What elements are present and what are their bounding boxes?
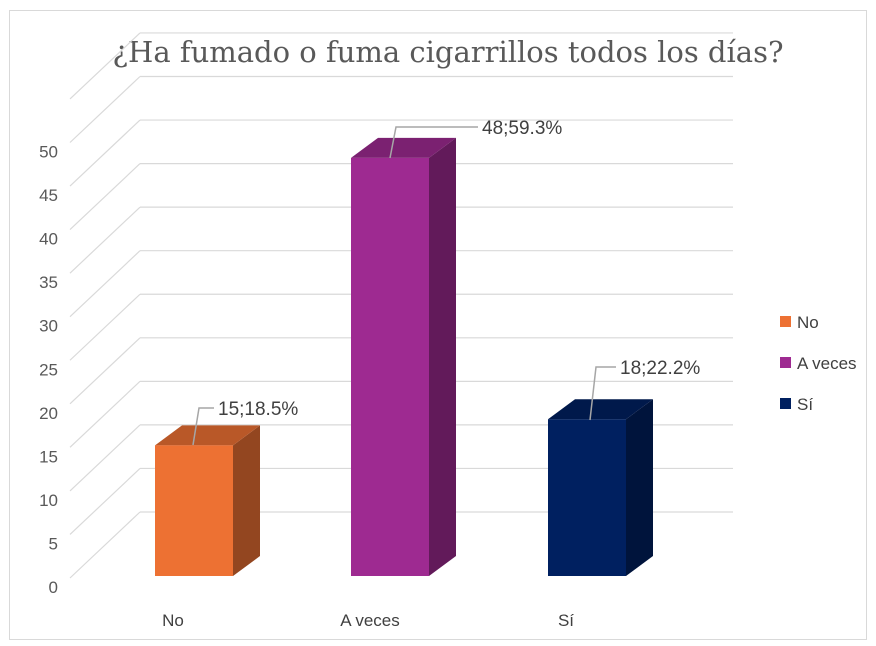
y-tick-label: 25 <box>39 360 58 379</box>
legend-swatch <box>780 357 791 368</box>
y-tick-label: 20 <box>39 404 58 423</box>
gridline-diagonal <box>69 337 141 405</box>
data-label: 18;22.2% <box>620 358 700 379</box>
gridline-diagonal <box>69 511 141 579</box>
legend-label: Sí <box>797 395 813 414</box>
y-tick-label: 45 <box>39 186 58 205</box>
y-tick-label: 0 <box>49 578 58 597</box>
y-tick-label: 10 <box>39 491 58 510</box>
data-label: 15;18.5% <box>218 399 298 420</box>
chart-title: ¿Ha fumado o fuma cigarrillos todos los … <box>113 35 784 69</box>
y-tick-label: 40 <box>39 230 58 249</box>
data-label-leader-line <box>389 126 478 159</box>
x-category-label: Sí <box>558 611 574 630</box>
bars <box>155 137 653 577</box>
data-label: 48;59.3% <box>482 118 562 139</box>
y-tick-label: 50 <box>39 143 58 162</box>
bar-side <box>626 399 653 576</box>
gridline-diagonal <box>69 32 141 100</box>
bar-side <box>429 137 456 577</box>
gridline-diagonal <box>69 468 141 535</box>
y-tick-label: 30 <box>39 317 58 336</box>
bar <box>548 419 626 576</box>
y-tick-label: 35 <box>39 273 58 292</box>
bar-top <box>155 425 260 446</box>
x-category-label: A veces <box>340 611 400 630</box>
data-label-leader-line <box>589 366 616 421</box>
data-labels: 15;18.5% 48;59.3% 18;22.2% <box>192 118 700 446</box>
gridline-diagonal <box>69 424 141 492</box>
legend-label: No <box>797 313 819 332</box>
bar-top <box>548 399 653 420</box>
x-axis-categories: No A veces Sí <box>162 611 574 630</box>
gridline-diagonal <box>69 119 141 187</box>
legend-swatch <box>780 398 791 409</box>
y-tick-label: 15 <box>39 447 58 466</box>
gridline-diagonal <box>69 380 141 448</box>
legend: No A veces Sí <box>780 313 857 414</box>
data-label-leader-line <box>192 407 214 446</box>
legend-label: A veces <box>797 354 857 373</box>
legend-swatch <box>780 316 791 327</box>
bar <box>155 445 233 576</box>
bar <box>351 157 429 577</box>
gridline-diagonal <box>69 250 141 318</box>
y-axis-ticks: 0 5 10 15 20 25 30 35 40 45 50 <box>39 143 58 598</box>
bar-top <box>351 137 456 158</box>
gridline-diagonal <box>69 293 141 361</box>
gridline-diagonal <box>69 206 141 274</box>
gridline-diagonal <box>69 163 141 231</box>
gridline-diagonal <box>69 76 141 143</box>
bar-side <box>233 425 260 576</box>
x-category-label: No <box>162 611 184 630</box>
y-tick-label: 5 <box>49 534 58 553</box>
